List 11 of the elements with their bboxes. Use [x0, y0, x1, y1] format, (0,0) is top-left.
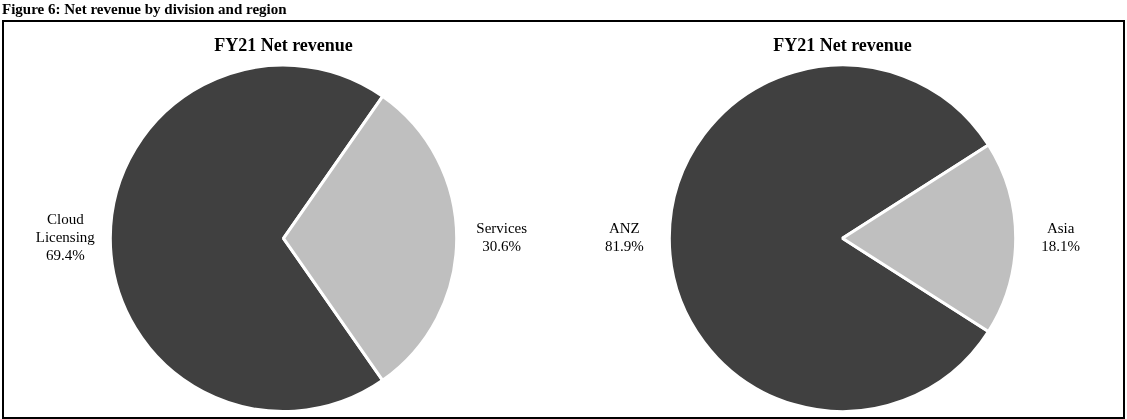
- slice-label: Services: [476, 220, 528, 237]
- caption: Figure 6: Net revenue by division and region: [1, 0, 288, 18]
- chart-title: FY21 Net revenue: [773, 35, 912, 56]
- data-label: 69.4%: [45, 247, 85, 264]
- slice-label: Cloud Licensing: [35, 211, 96, 246]
- data-label: 81.9%: [604, 238, 644, 255]
- slice-label: ANZ: [608, 220, 640, 237]
- slice-label: Asia: [1046, 220, 1075, 237]
- chart-title: FY21 Net revenue: [214, 35, 353, 56]
- data-label: 30.6%: [482, 238, 522, 255]
- data-label: 18.1%: [1041, 238, 1081, 255]
